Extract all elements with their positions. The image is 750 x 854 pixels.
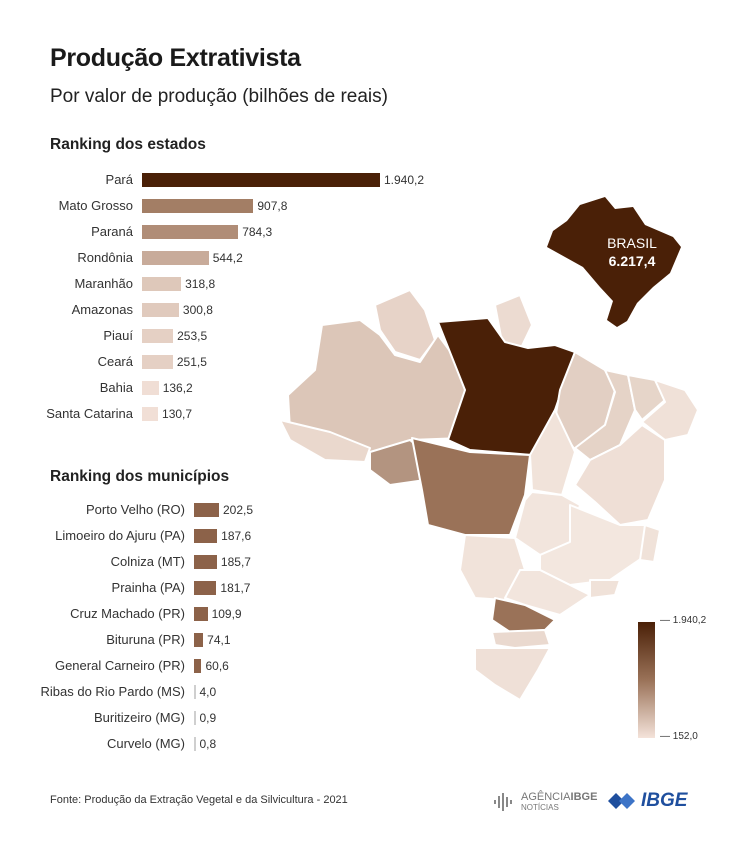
bar-category-label: Limoeiro do Ajuru (PA) — [55, 528, 185, 543]
bar-category-label: Cruz Machado (PR) — [70, 606, 185, 621]
bar — [142, 199, 254, 213]
bar — [142, 251, 209, 265]
bar-category-label: Pará — [105, 172, 133, 187]
agencia-ibge-text: AGÊNCIAIBGE NOTÍCIAS — [521, 791, 597, 813]
bar-category-label: Rondônia — [77, 250, 133, 265]
bar-value-label: 318,8 — [185, 277, 216, 291]
bar-value-label: 1.940,2 — [384, 173, 425, 187]
chart-title: Produção Extrativista — [50, 44, 301, 72]
bar-category-label: Buritizeiro (MG) — [93, 710, 185, 725]
bar — [194, 711, 196, 725]
brazil-state-map — [279, 289, 699, 701]
bar-category-label: General Carneiro (PR) — [54, 658, 185, 673]
bar-value-label: 253,5 — [177, 329, 208, 343]
bar — [194, 737, 196, 751]
bar-value-label: 907,8 — [257, 199, 288, 213]
legend-max-value: 1.940,2 — [672, 615, 707, 626]
map-state-ceara — [627, 374, 666, 421]
bar-category-label: Prainha (PA) — [111, 580, 185, 595]
bar-value-label: 784,3 — [242, 225, 273, 239]
bar-value-label: 544,2 — [212, 251, 243, 265]
agencia-bold-text: IBGE — [570, 791, 598, 803]
municipalities-ranking-title: Ranking dos municípios — [50, 468, 230, 485]
agencia-main-text: AGÊNCIA — [521, 791, 571, 803]
agencia-sub-text: NOTÍCIAS — [521, 803, 559, 812]
bar-category-label: Ceará — [97, 354, 133, 369]
map-state-rio-grande-do-sul — [474, 647, 551, 701]
bar-category-label: Maranhão — [74, 276, 133, 291]
bar — [142, 381, 159, 395]
bar-value-label: 181,7 — [220, 581, 251, 595]
bar — [194, 659, 202, 673]
bar-category-label: Amazonas — [71, 302, 133, 317]
bar — [194, 685, 196, 699]
bar-value-label: 251,5 — [176, 355, 207, 369]
bar — [194, 503, 219, 517]
bar-category-label: Piauí — [103, 328, 133, 343]
bar — [142, 355, 173, 369]
chart-subtitle: Por valor de produção (bilhões de reais) — [50, 86, 388, 107]
color-scale-legend — [638, 622, 655, 738]
source-footnote: Fonte: Produção da Extração Vegetal e da… — [50, 794, 348, 806]
bar-value-label: 185,7 — [220, 555, 251, 569]
map-state-northeast-small — [641, 379, 699, 441]
bar — [194, 633, 204, 647]
bar-category-label: Porto Velho (RO) — [86, 502, 185, 517]
bar-value-label: 187,6 — [221, 529, 252, 543]
states-ranking-title: Ranking dos estados — [50, 136, 206, 153]
bar-value-label: 0,8 — [199, 737, 217, 751]
brazil-total-silhouette — [547, 197, 681, 327]
ibge-logo: IBGE — [608, 790, 687, 812]
bar — [142, 329, 174, 343]
legend-min-value: 152,0 — [672, 731, 698, 742]
bar-category-label: Ribas do Rio Pardo (MS) — [40, 684, 186, 699]
ibge-logo-text: IBGE — [641, 790, 688, 811]
bar-value-label: 136,2 — [162, 381, 193, 395]
bar — [142, 277, 182, 291]
legend-max-label: — 1.940,2 — [660, 615, 707, 626]
map-state-acre — [279, 419, 371, 463]
map-state-sao-paulo — [504, 569, 591, 616]
map-state-rio-de-janeiro — [589, 579, 621, 599]
brazil-silhouette-shape — [547, 197, 681, 327]
bar-value-label: 4,0 — [199, 685, 217, 699]
map-state-espirito-santo — [639, 524, 661, 563]
bar-value-label: 109,9 — [211, 607, 242, 621]
ibge-logo-icon — [608, 793, 635, 809]
brasil-label: BRASIL — [607, 235, 657, 251]
bar-value-label: 0,9 — [199, 711, 217, 725]
bar-value-label: 300,8 — [182, 303, 213, 317]
map-state-santa-catarina — [491, 629, 551, 649]
bar-category-label: Curvelo (MG) — [106, 736, 185, 751]
bar — [142, 407, 159, 421]
bar — [194, 581, 217, 595]
bar — [194, 529, 218, 543]
brasil-value: 6.217,4 — [608, 253, 656, 269]
agencia-ibge-icon — [494, 793, 512, 811]
bar-category-label: Bahia — [99, 380, 133, 395]
bar — [194, 555, 217, 569]
bar-value-label: 202,5 — [223, 503, 254, 517]
bar-category-label: Colniza (MT) — [110, 554, 185, 569]
bar-category-label: Mato Grosso — [58, 198, 133, 213]
bar-category-label: Santa Catarina — [46, 406, 133, 421]
map-state-bahia — [574, 424, 666, 526]
bar-category-label: Paraná — [91, 224, 133, 239]
bar-value-label: 60,6 — [205, 659, 229, 673]
brasil-total-label: BRASIL 6.217,4 — [600, 234, 664, 270]
bar — [142, 173, 380, 187]
bar — [142, 225, 239, 239]
legend-min-label: — 152,0 — [660, 731, 698, 742]
bar-value-label: 130,7 — [162, 407, 193, 421]
bar-category-label: Bituruna (PR) — [106, 632, 185, 647]
agencia-ibge-logo: AGÊNCIAIBGE NOTÍCIAS — [492, 790, 597, 814]
map-state-mato-grosso — [411, 437, 531, 536]
bar — [142, 303, 179, 317]
bar-value-label: 74,1 — [207, 633, 231, 647]
bar — [194, 607, 208, 621]
